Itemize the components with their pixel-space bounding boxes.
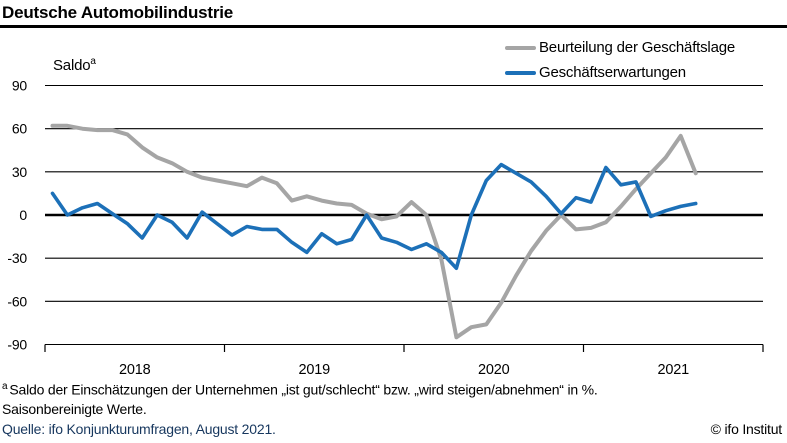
legend-item-lage: Beurteilung der Geschäftslage (505, 39, 735, 56)
x-tick-label-2019: 2019 (299, 362, 331, 378)
y-tick-label--60: -60 (7, 293, 27, 309)
x-tick-label-2021: 2021 (658, 362, 690, 378)
y-axis-title: Saldoa (53, 56, 96, 74)
y-tick-label--30: -30 (7, 250, 27, 266)
series-line-geschaeftserwartungen (50, 162, 698, 271)
series-line-geschaeftslage (50, 123, 698, 340)
y-tick-label-60: 60 (12, 121, 28, 137)
title-rule (0, 25, 787, 28)
x-tick-label-2020: 2020 (478, 362, 510, 378)
lage-line-swatch-icon (505, 45, 536, 50)
x-tick-label-2018: 2018 (119, 362, 151, 378)
footnote-definition: a Saldo der Einschätzungen der Unternehme… (2, 381, 598, 398)
erwartungen-line-swatch-icon (505, 70, 536, 75)
y-axis-title-text: Saldo (53, 57, 91, 74)
y-tick-label-30: 30 (12, 164, 28, 180)
legend-item-erwartungen: Geschäftserwartungen (505, 64, 686, 81)
footnote-text: Saldo der Einschätzungen der Unternehmen… (9, 381, 598, 398)
y-tick-label-0: 0 (19, 207, 27, 223)
page-title: Deutsche Automobilindustrie (2, 3, 234, 22)
y-tick-label--90: -90 (7, 337, 27, 353)
copyright-note: © ifo Institut (710, 421, 783, 437)
legend-label-erwartungen: Geschäftserwartungen (539, 64, 686, 81)
legend-label-lage: Beurteilung der Geschäftslage (539, 39, 735, 56)
footnote-seasonal-adjustment: Saisonbereinigte Werte. (2, 401, 147, 417)
source-line: Quelle: ifo Konjunkturumfragen, August 2… (2, 421, 276, 437)
y-axis-title-superscript: a (90, 56, 96, 67)
footnote-marker: a (2, 381, 8, 392)
y-tick-label-90: 90 (12, 78, 28, 94)
